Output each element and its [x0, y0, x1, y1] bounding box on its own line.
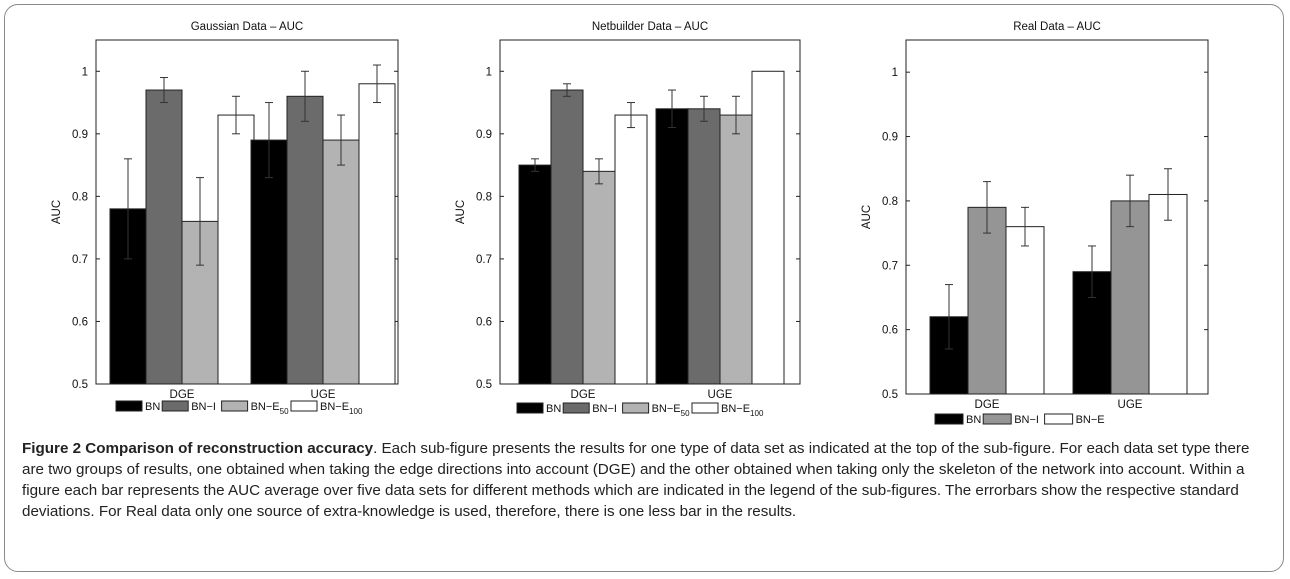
y-tick-label: 1: [486, 66, 492, 78]
legend-label: BN: [546, 403, 561, 415]
legend-subscript: 100: [750, 409, 764, 418]
bar: [751, 70, 785, 385]
legend-subscript: 50: [681, 409, 690, 418]
legend-swatch: [516, 402, 544, 414]
y-tick-label: 0.5: [882, 389, 898, 401]
caption-label: Figure 2 Comparison of reconstruction ac…: [22, 440, 374, 457]
bar: [518, 164, 552, 385]
y-tick-label: 0.8: [476, 191, 492, 203]
legend-swatch: [221, 400, 249, 412]
y-tick-label: 0.9: [72, 129, 88, 141]
bar: [582, 170, 616, 385]
legend-swatch: [691, 402, 719, 414]
plot-frame: [499, 39, 801, 385]
chart-panel-1: Gaussian Data – AUC 0.5 0.6 0.7 0.8 0.9 1 AUC DG…: [51, 21, 399, 416]
bar: [1148, 193, 1188, 395]
legend-label: BN: [145, 401, 160, 413]
y-tick-label: 0.6: [72, 316, 88, 328]
bar: [217, 114, 255, 385]
bar: [145, 89, 183, 385]
legend-label: BN−E: [1076, 414, 1105, 426]
y-tick-label: 1: [82, 66, 88, 78]
x-tick-label: UGE: [1118, 399, 1143, 411]
legend-label: BN−I: [191, 401, 216, 413]
bar: [655, 108, 689, 385]
legend-label: BN−E100: [320, 401, 363, 416]
x-tick-label: DGE: [571, 389, 596, 401]
bar: [967, 206, 1007, 395]
legend-label: BN−E50: [251, 401, 289, 416]
y-tick-label: 0.6: [882, 325, 898, 337]
y-tick-label: 0.9: [476, 129, 492, 141]
y-tick-label: 0.8: [72, 191, 88, 203]
y-tick-label: 1: [892, 67, 898, 79]
legend-swatch: [115, 400, 143, 412]
y-tick-label: 0.6: [476, 316, 492, 328]
plot-frame: [905, 39, 1209, 395]
chart-panel-2: Netbuilder Data – AUC 0.5 0.6 0.7 0.8 0.9 1 AUC…: [455, 21, 801, 418]
y-axis-label: AUC: [861, 205, 873, 229]
bar: [250, 139, 288, 385]
legend-label: BN−I: [592, 403, 617, 415]
legend-swatch: [622, 402, 650, 414]
x-tick-label: DGE: [170, 389, 195, 401]
legend-label: BN: [966, 414, 981, 426]
x-tick-label: DGE: [975, 399, 1000, 411]
legend-swatch: [290, 400, 318, 412]
chart-panel-3: Real Data – AUC 0.5 0.6 0.7 0.8 0.9 1 AUC DGE UGE…: [861, 21, 1209, 426]
y-tick-label: 0.7: [72, 254, 88, 266]
x-tick-label: UGE: [311, 389, 336, 401]
legend: BN BN−I BN−E50 BN−E100: [115, 400, 363, 416]
figure-caption: Figure 2 Comparison of reconstruction ac…: [22, 438, 1272, 522]
bar: [1005, 226, 1045, 395]
legend-swatch: [982, 413, 1012, 425]
caption-text: . Each sub-figure presents the results f…: [22, 440, 1250, 520]
legend-swatch: [562, 402, 590, 414]
bar: [719, 114, 753, 385]
bar: [109, 208, 147, 385]
y-tick-label: 0.7: [476, 254, 492, 266]
bar: [1110, 200, 1150, 395]
legend-label: BN−E50: [652, 403, 690, 418]
legend-swatch: [1044, 413, 1074, 425]
legend-swatch: [934, 413, 964, 425]
y-tick-label: 0.9: [882, 132, 898, 144]
legend: BN BN−I BN−E50 BN−E100: [516, 402, 764, 418]
bar: [687, 108, 721, 385]
chart-title: Real Data – AUC: [1013, 21, 1101, 33]
x-tick-label: UGE: [708, 389, 733, 401]
legend-label: BN−I: [1014, 414, 1039, 426]
y-tick-label: 0.7: [882, 260, 898, 272]
legend-subscript: 50: [280, 407, 289, 416]
bar: [614, 114, 648, 385]
bar: [286, 95, 324, 385]
legend-subscript: 100: [349, 407, 363, 416]
y-axis-label: AUC: [51, 200, 63, 224]
charts-area: Gaussian Data – AUC 0.5 0.6 0.7 0.8 0.9 1 AUC DG…: [51, 21, 1209, 426]
y-tick-label: 0.5: [72, 379, 88, 391]
chart-title: Gaussian Data – AUC: [191, 21, 304, 33]
legend: BN BN−I BN−E: [934, 413, 1105, 426]
bar: [358, 83, 396, 385]
y-tick-label: 0.5: [476, 379, 492, 391]
y-axis-label: AUC: [455, 200, 467, 224]
bar: [550, 89, 584, 385]
y-tick-label: 0.8: [882, 196, 898, 208]
legend-swatch: [161, 400, 189, 412]
bar: [322, 139, 360, 385]
chart-title: Netbuilder Data – AUC: [592, 21, 708, 33]
legend-label: BN−E100: [721, 403, 764, 418]
